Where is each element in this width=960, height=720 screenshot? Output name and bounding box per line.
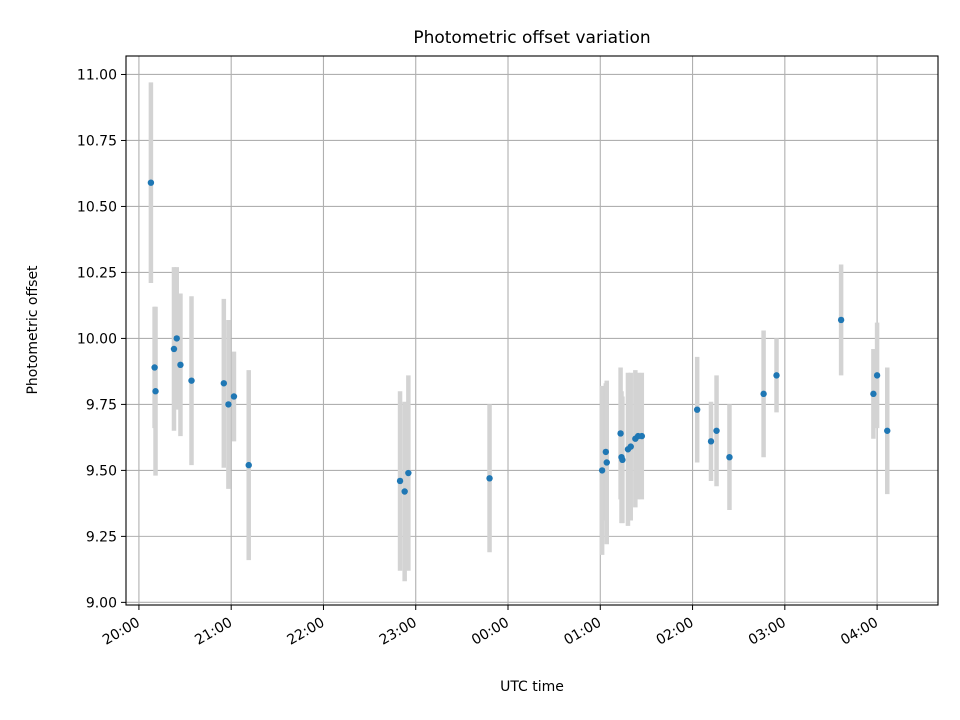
- data-point: [707, 438, 715, 445]
- y-tick-label: 10.75: [77, 133, 117, 149]
- plot-frame: [125, 55, 939, 606]
- y-tick-label: 9.25: [86, 529, 117, 545]
- data-point: [401, 488, 408, 495]
- data-point: [188, 377, 195, 384]
- data-point: [760, 390, 767, 398]
- data-point: [151, 364, 158, 371]
- y-tick-label: 9.50: [86, 463, 117, 479]
- data-point: [220, 380, 228, 387]
- data-point: [230, 393, 238, 400]
- y-tick-label: 10.50: [77, 199, 117, 215]
- data-point: [396, 477, 404, 485]
- y-tick-label: 10.00: [77, 331, 117, 347]
- y-tick-label: 9.75: [86, 397, 117, 413]
- y-tick-label: 9.00: [86, 595, 117, 611]
- data-point: [603, 459, 610, 466]
- data-point: [884, 427, 891, 434]
- data-point: [873, 372, 881, 379]
- data-point: [173, 335, 180, 342]
- data-point: [152, 388, 159, 395]
- y-tick-label: 11.00: [77, 67, 117, 83]
- data-point: [598, 467, 606, 474]
- data-point: [619, 456, 626, 464]
- data-point: [837, 316, 845, 324]
- data-point: [245, 461, 252, 469]
- data-point: [638, 432, 646, 440]
- data-point: [170, 345, 178, 353]
- data-point: [617, 430, 624, 437]
- chart-title: Photometric offset variation: [413, 28, 650, 48]
- x-axis-label: UTC time: [500, 679, 564, 695]
- data-point: [486, 475, 493, 482]
- data-points: [147, 179, 891, 495]
- y-axis-label: Photometric offset: [25, 265, 41, 395]
- data-point: [627, 443, 634, 450]
- y-tick-label: 10.25: [77, 265, 117, 281]
- data-point: [713, 427, 720, 434]
- y-axis-ticks: 9.00 9.25 9.50 9.75 10.00 10.25 10.50 10.75 11.0…: [77, 67, 126, 611]
- data-point: [147, 179, 155, 186]
- data-point: [225, 401, 232, 408]
- data-point: [870, 390, 877, 398]
- data-point: [602, 448, 610, 456]
- grid: [126, 56, 938, 605]
- data-point: [726, 453, 733, 461]
- data-point: [693, 406, 701, 413]
- data-point: [405, 469, 412, 477]
- data-point: [177, 361, 184, 369]
- data-point: [773, 372, 780, 379]
